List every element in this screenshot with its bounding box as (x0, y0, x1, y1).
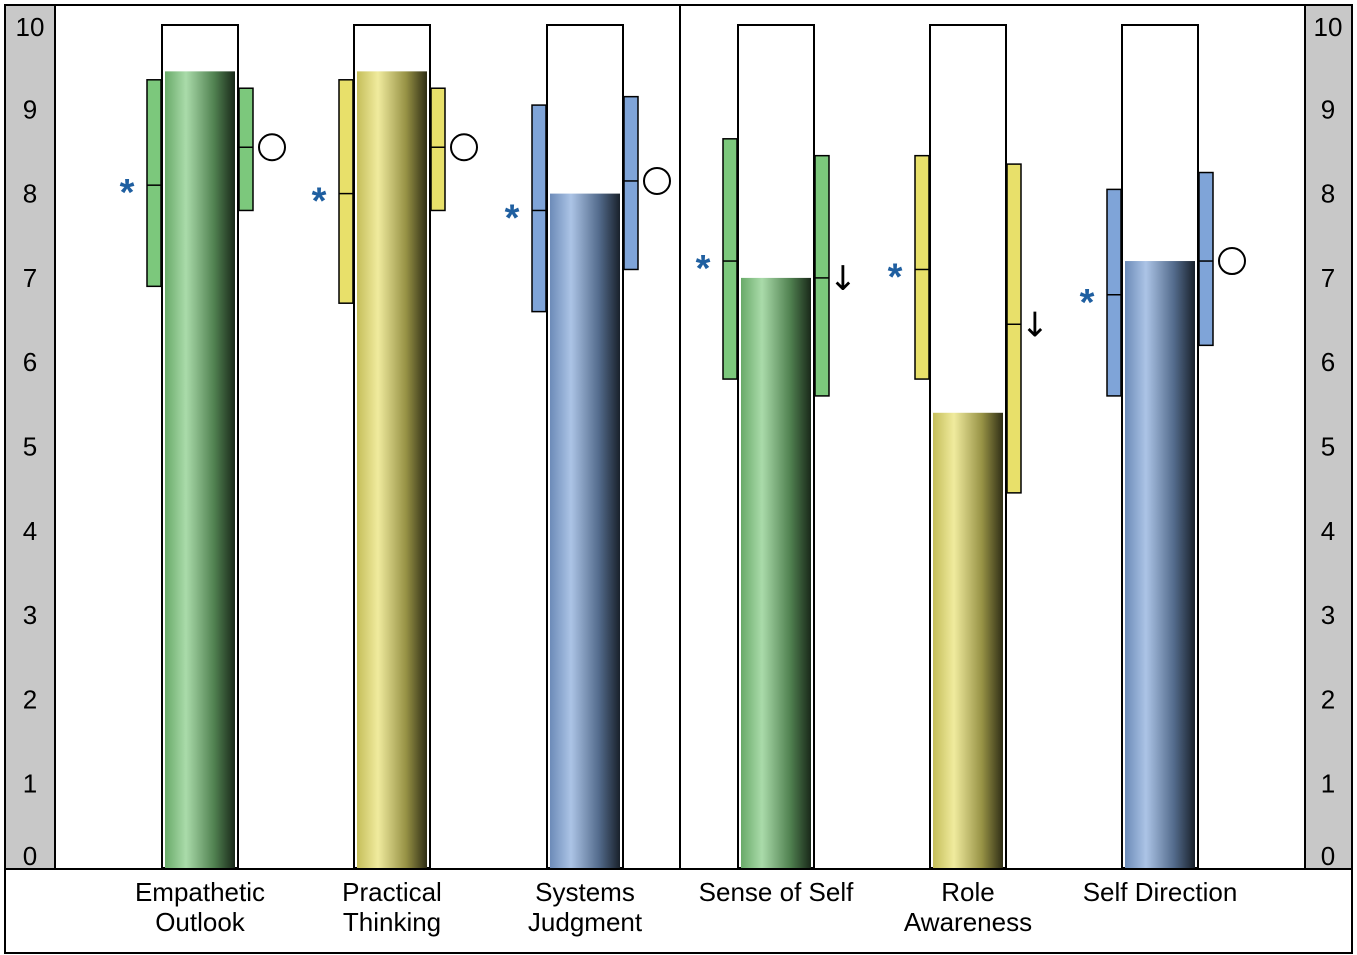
bar (550, 193, 620, 869)
category-label: Awareness (904, 907, 1032, 937)
category-label: Thinking (343, 907, 441, 937)
circle-marker (450, 133, 478, 162)
range-box-left (531, 104, 547, 313)
y-tick-right: 7 (1321, 263, 1335, 293)
bar (165, 71, 235, 869)
range-box-left (914, 154, 930, 380)
bar (741, 277, 811, 868)
star-marker: * (505, 197, 520, 239)
y-tick-left: 1 (23, 769, 37, 799)
star-marker: * (696, 248, 711, 290)
down-arrow-marker: ↓ (1021, 305, 1050, 345)
circle-marker (1218, 247, 1246, 276)
down-arrow-marker: ↓ (829, 259, 858, 299)
range-box-left (722, 138, 738, 380)
star-marker: * (888, 256, 903, 298)
circle-marker (258, 133, 286, 162)
bar (357, 71, 427, 869)
circle-marker (643, 166, 671, 195)
category-label: Role (941, 877, 994, 907)
range-box-left (146, 79, 162, 288)
y-tick-right: 9 (1321, 94, 1335, 124)
y-tick-left: 10 (16, 12, 45, 42)
y-tick-right: 3 (1321, 600, 1335, 630)
y-tick-left: 2 (23, 684, 37, 714)
range-box-right (1006, 163, 1022, 494)
y-tick-right: 0 (1321, 841, 1335, 871)
y-tick-right: 10 (1314, 12, 1343, 42)
category-label: Sense of Self (699, 877, 854, 907)
y-tick-right: 2 (1321, 684, 1335, 714)
category-label: Practical (342, 877, 442, 907)
y-tick-right: 6 (1321, 347, 1335, 377)
category-label: Outlook (155, 907, 246, 937)
y-tick-right: 1 (1321, 769, 1335, 799)
range-box-left (338, 79, 354, 304)
range-box-right (814, 154, 830, 397)
star-marker: * (1080, 282, 1095, 324)
category-label: Judgment (528, 907, 643, 937)
category-label: Systems (535, 877, 635, 907)
category-label-box (4, 868, 1353, 954)
y-tick-right: 8 (1321, 179, 1335, 209)
right-axis-panel (1304, 4, 1353, 870)
category-label: Self Direction (1083, 877, 1238, 907)
y-tick-left: 8 (23, 179, 37, 209)
star-marker: * (120, 172, 135, 214)
range-box-right (1198, 171, 1214, 347)
range-box-right (430, 87, 446, 212)
y-tick-right: 4 (1321, 516, 1335, 546)
y-tick-right: 5 (1321, 432, 1335, 462)
y-tick-left: 0 (23, 841, 37, 871)
bar (1125, 261, 1195, 868)
bar (933, 412, 1003, 868)
category-label: Empathetic (135, 877, 265, 907)
y-tick-left: 7 (23, 263, 37, 293)
range-box-right (623, 95, 639, 271)
star-marker: * (312, 181, 327, 223)
y-tick-left: 3 (23, 600, 37, 630)
range-box-left (1106, 188, 1122, 397)
range-box-right (238, 87, 254, 212)
left-axis-panel (4, 4, 56, 870)
y-tick-left: 5 (23, 432, 37, 462)
y-tick-left: 6 (23, 347, 37, 377)
y-tick-left: 9 (23, 94, 37, 124)
y-tick-left: 4 (23, 516, 37, 546)
